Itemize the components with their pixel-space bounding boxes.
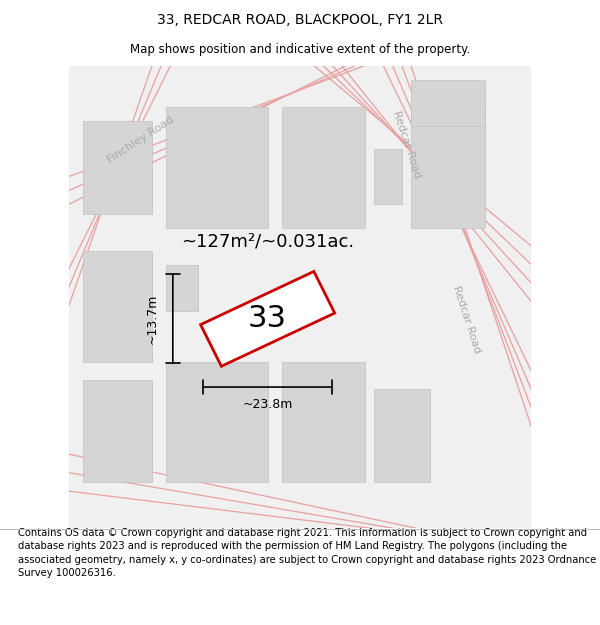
- Text: 33, REDCAR ROAD, BLACKPOOL, FY1 2LR: 33, REDCAR ROAD, BLACKPOOL, FY1 2LR: [157, 12, 443, 27]
- Bar: [411, 107, 485, 228]
- Bar: [411, 79, 485, 126]
- Text: Finchley Road: Finchley Road: [106, 114, 176, 165]
- Polygon shape: [200, 271, 335, 366]
- Bar: [281, 107, 365, 228]
- Text: 33: 33: [247, 304, 286, 333]
- Text: Contains OS data © Crown copyright and database right 2021. This information is : Contains OS data © Crown copyright and d…: [18, 528, 596, 578]
- Bar: [281, 362, 365, 482]
- Bar: [83, 380, 152, 482]
- Bar: [83, 121, 152, 214]
- Text: Redcar Road: Redcar Road: [391, 109, 422, 179]
- Bar: [166, 107, 268, 228]
- Bar: [166, 362, 268, 482]
- Text: Map shows position and indicative extent of the property.: Map shows position and indicative extent…: [130, 42, 470, 56]
- Text: Redcar Road: Redcar Road: [451, 285, 482, 355]
- Bar: [374, 149, 402, 204]
- Bar: [166, 264, 198, 311]
- Bar: [374, 389, 430, 482]
- Text: ~23.8m: ~23.8m: [242, 398, 293, 411]
- Bar: [83, 251, 152, 362]
- Text: ~13.7m: ~13.7m: [146, 294, 158, 344]
- Text: ~127m²/~0.031ac.: ~127m²/~0.031ac.: [181, 232, 354, 251]
